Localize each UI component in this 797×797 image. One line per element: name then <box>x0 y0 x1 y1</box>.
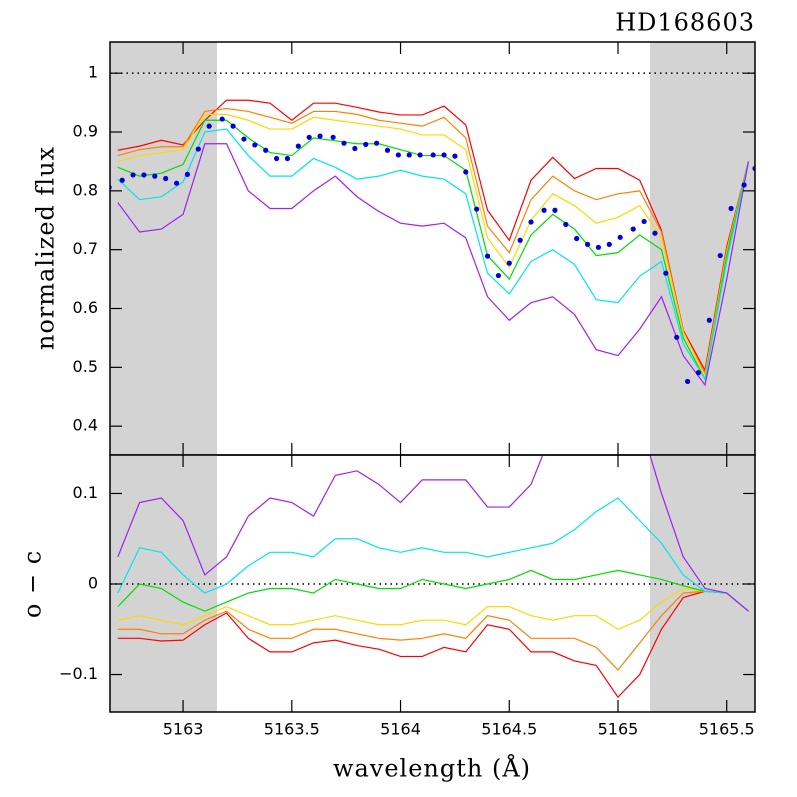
observed-point <box>317 133 323 139</box>
observed-point <box>484 253 491 259</box>
observed-point <box>263 147 269 153</box>
y-tick-label: 0.6 <box>73 298 98 317</box>
observed-point <box>417 152 423 158</box>
x-tick-label: 5165.5 <box>699 720 755 739</box>
observed-point <box>184 171 191 177</box>
plot-area <box>110 455 755 712</box>
x-tick-label: 5163 <box>163 720 204 739</box>
observed-point <box>695 370 702 376</box>
observed-point <box>641 218 647 225</box>
chart-title: HD168603 <box>615 9 755 37</box>
observed-point <box>541 207 547 213</box>
observed-point <box>706 317 712 323</box>
model-line <box>117 455 749 612</box>
y-tick-label: 0.5 <box>73 357 98 376</box>
observed-point <box>219 116 225 122</box>
observed-point <box>273 155 280 162</box>
observed-point <box>584 241 591 247</box>
y-tick-label: 0.8 <box>73 180 98 199</box>
model-line <box>117 143 750 387</box>
observed-point <box>252 142 258 148</box>
model-line <box>117 107 750 376</box>
observed-point <box>384 147 391 153</box>
model-line <box>117 590 749 671</box>
observed-point <box>163 175 169 182</box>
model-line <box>117 587 749 630</box>
observed-point <box>674 334 680 340</box>
observed-point <box>630 226 636 232</box>
shaded-region <box>110 42 217 455</box>
shaded-region <box>649 42 755 455</box>
observed-point <box>552 207 558 213</box>
observed-point <box>717 252 723 259</box>
y-tick-label: 0.4 <box>73 416 98 435</box>
observed-point <box>652 230 658 236</box>
observed-point <box>663 270 669 276</box>
observed-point <box>241 136 247 142</box>
observed-point <box>130 172 136 178</box>
observed-point <box>595 244 602 250</box>
x-tick-label: 5165 <box>598 720 639 739</box>
observed-point <box>406 152 412 158</box>
observed-point <box>574 235 580 242</box>
observed-point <box>684 378 691 385</box>
y-tick-label: −0.1 <box>59 664 98 683</box>
plot-area <box>110 42 755 455</box>
observed-point <box>463 169 469 175</box>
observed-point <box>441 152 447 158</box>
y-axis-label: o − c <box>19 550 47 618</box>
observed-point <box>141 172 147 178</box>
observed-point <box>330 134 336 140</box>
observed-point <box>617 234 623 240</box>
shaded-region <box>110 455 217 712</box>
observed-point <box>506 260 512 266</box>
observed-point <box>295 143 301 149</box>
model-line <box>117 497 749 612</box>
x-tick-label: 5163.5 <box>264 720 320 739</box>
observed-point <box>206 123 212 129</box>
observed-point <box>352 145 358 152</box>
observed-point <box>173 180 180 186</box>
observed-point <box>395 152 401 158</box>
observed-point <box>495 272 501 279</box>
observed-point <box>284 155 291 162</box>
observed-point <box>430 152 436 158</box>
y-tick-label: 0.9 <box>73 122 98 141</box>
y-tick-label: 1 <box>88 63 98 82</box>
observed-point <box>741 182 747 188</box>
y-tick-label: 0.7 <box>73 239 98 258</box>
x-tick-label: 5164.5 <box>481 720 537 739</box>
model-line <box>117 99 750 373</box>
model-line <box>117 113 750 379</box>
y-tick-label: 0.1 <box>73 483 98 502</box>
observed-point <box>230 123 236 129</box>
observed-point <box>119 177 125 183</box>
observed-point <box>374 140 380 146</box>
observed-point <box>528 219 534 225</box>
observed-point <box>195 146 201 152</box>
model-line <box>117 569 749 612</box>
observed-point <box>606 241 612 247</box>
observed-point <box>728 205 734 212</box>
model-line <box>117 128 750 381</box>
model-line <box>117 590 749 699</box>
y-tick-label: 0 <box>88 573 98 592</box>
observed-point <box>517 237 523 243</box>
observed-point <box>110 184 112 190</box>
x-tick-label: 5164 <box>380 720 421 739</box>
observed-point <box>363 141 369 147</box>
y-axis-label: normalized flux <box>32 146 60 350</box>
x-axis-label: wavelength (Å) <box>333 754 531 783</box>
observed-point <box>474 206 480 212</box>
observed-point <box>152 173 158 179</box>
observed-point <box>452 153 458 159</box>
observed-point <box>341 140 347 146</box>
observed-point <box>563 221 569 227</box>
observed-point <box>306 134 312 140</box>
